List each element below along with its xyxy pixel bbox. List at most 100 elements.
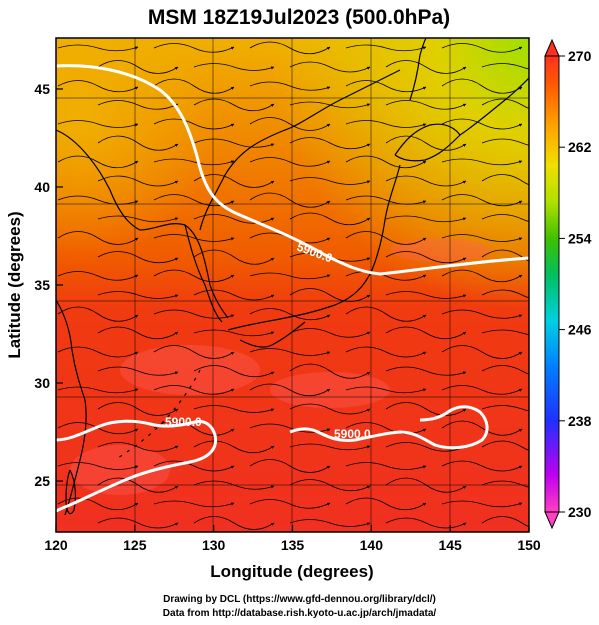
x-tick-label: 130	[202, 537, 226, 553]
streamline	[385, 251, 467, 264]
streamline	[481, 214, 529, 222]
streamline	[97, 175, 179, 187]
colorbar-label: 270	[568, 48, 592, 64]
streamline	[385, 517, 467, 529]
streamline	[97, 517, 179, 529]
y-axis-label: Latitude (degrees)	[5, 211, 24, 358]
streamline	[289, 443, 371, 451]
streamline	[441, 43, 523, 53]
warm-patches	[70, 238, 490, 495]
streamline	[153, 234, 235, 242]
streamline	[385, 215, 467, 223]
streamline	[441, 158, 523, 166]
streamline	[97, 291, 179, 299]
streamline	[193, 480, 275, 490]
streamline	[481, 365, 529, 375]
streamline	[345, 346, 427, 358]
streamline	[153, 345, 235, 359]
streamline	[441, 309, 523, 319]
y-tick-label: 35	[34, 277, 50, 293]
streamline	[249, 41, 331, 55]
colorbar-label: 238	[568, 413, 592, 429]
streamline	[97, 402, 179, 416]
streamline	[345, 271, 427, 281]
colorbar-gradient	[544, 55, 560, 513]
streamline	[481, 480, 529, 488]
plot-area: 5900.0 5900.0 5900.0	[56, 38, 529, 532]
streamline	[57, 195, 139, 205]
streamline	[97, 135, 179, 151]
colorbar-min-arrow	[544, 511, 560, 530]
streamline	[385, 135, 467, 151]
streamline	[193, 329, 275, 337]
streamline	[97, 366, 179, 376]
colorbar-max-arrow	[544, 38, 560, 57]
streamline	[345, 44, 427, 52]
streamline	[345, 306, 427, 322]
x-axis-label: Longitude (degrees)	[210, 562, 373, 581]
streamline	[345, 120, 427, 128]
streamline	[481, 289, 529, 299]
y-ticks	[56, 88, 63, 482]
streamline	[193, 174, 275, 188]
streamline	[193, 405, 275, 413]
streamline	[193, 365, 275, 378]
x-tick-label: 140	[360, 537, 384, 553]
streamline	[385, 442, 467, 452]
streamline	[153, 43, 235, 53]
streamline	[441, 194, 523, 207]
streamline	[441, 269, 523, 283]
streamline	[289, 519, 371, 527]
streamline	[193, 516, 275, 530]
streamline	[385, 175, 467, 187]
streamline	[345, 80, 427, 93]
streamline	[153, 158, 235, 166]
streamline	[289, 177, 371, 185]
streamline	[193, 289, 275, 301]
streamline	[345, 155, 427, 169]
chart-title: MSM 18Z19Jul2023 (500.0hPa)	[148, 6, 450, 29]
streamline	[249, 348, 331, 356]
streamline	[153, 500, 235, 508]
streamline	[97, 477, 179, 493]
streamline	[385, 477, 467, 493]
streamline	[481, 440, 529, 451]
streamline	[153, 420, 235, 436]
streamline	[289, 212, 371, 226]
streamline	[153, 118, 235, 130]
streamline	[193, 98, 275, 112]
streamline	[193, 214, 275, 224]
streamline	[441, 234, 523, 242]
streamline	[97, 215, 179, 223]
streamline	[97, 60, 179, 74]
x-tick-label: 135	[281, 537, 305, 553]
streamline	[481, 98, 529, 109]
streamline	[481, 329, 529, 336]
streamline	[153, 269, 235, 283]
streamline	[153, 309, 235, 319]
streamline	[249, 459, 331, 473]
streamline	[57, 80, 139, 93]
streamline	[57, 386, 139, 394]
streamline	[385, 291, 467, 299]
x-tick-label: 145	[438, 537, 462, 553]
streamline	[97, 442, 179, 452]
streamline	[345, 386, 427, 394]
streamline	[289, 403, 371, 415]
y-tick-labels: 25 30 35 40 45	[34, 81, 50, 489]
streamline	[97, 251, 179, 264]
streamline	[153, 78, 235, 94]
credit-data: Data from http://database.rish.kyoto-u.a…	[162, 608, 437, 619]
streamline	[481, 138, 529, 146]
streamline	[249, 383, 331, 397]
streamline	[289, 363, 371, 379]
y-tick-label: 30	[34, 375, 50, 391]
streamline	[193, 63, 275, 71]
coastlines	[56, 38, 529, 516]
streamline	[153, 385, 235, 395]
streamline	[57, 306, 139, 322]
streamline	[289, 61, 371, 73]
streamline	[57, 155, 139, 169]
x-tick-label: 125	[123, 537, 147, 553]
